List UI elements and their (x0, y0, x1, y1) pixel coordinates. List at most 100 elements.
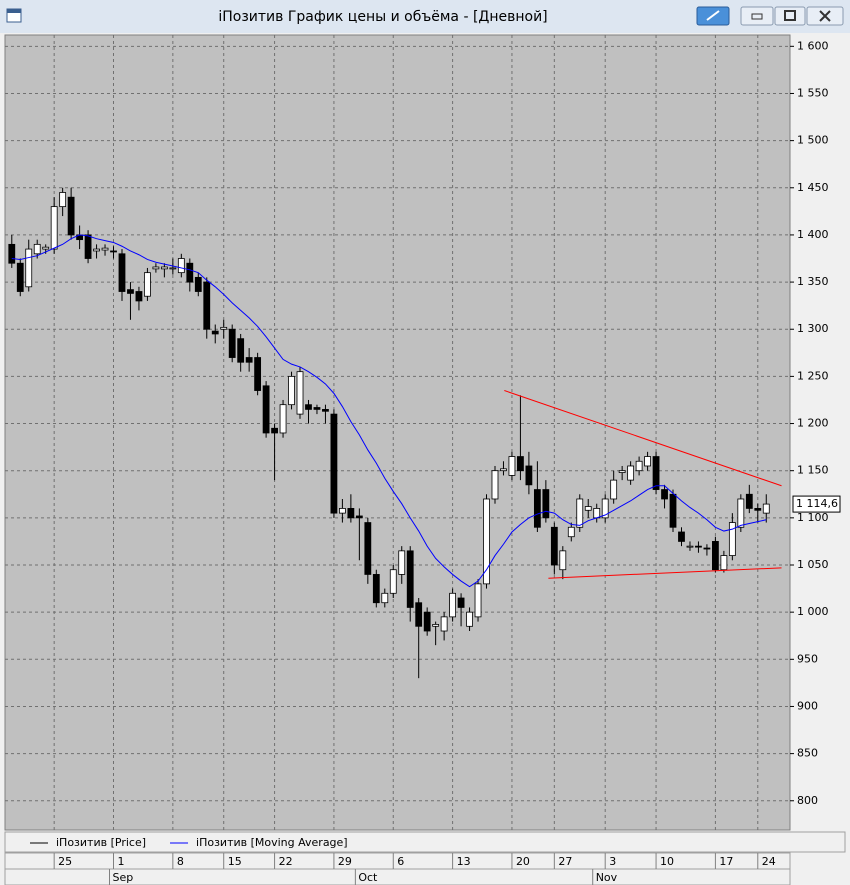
maximize-button[interactable] (774, 6, 806, 26)
candle-body (262, 385, 270, 434)
candle-body (728, 522, 736, 556)
month-label: Nov (596, 871, 618, 884)
candle-body (16, 262, 24, 292)
x-tick-label: 29 (338, 855, 352, 868)
y-tick-label: 1 450 (797, 181, 829, 194)
y-tick-label: 1 550 (797, 86, 829, 99)
candle-body (440, 616, 448, 632)
candle-body (347, 508, 355, 519)
y-tick-label: 1 600 (797, 39, 829, 52)
candle-body (457, 597, 465, 608)
last-price-box (792, 495, 841, 513)
candle-body (711, 541, 719, 571)
minimize-icon (751, 13, 763, 20)
candle-body (8, 243, 16, 264)
month-label: Sep (113, 871, 134, 884)
plot-area (4, 34, 791, 831)
candle-body (381, 592, 389, 604)
candle-body (398, 550, 406, 575)
candle-body (135, 291, 143, 302)
month-label: Oct (358, 871, 378, 884)
candle-body (686, 545, 694, 548)
minimize-button[interactable] (740, 6, 774, 26)
candle-body (203, 281, 211, 330)
candle-body (220, 326, 228, 330)
candle-body (737, 498, 745, 528)
candle-body (720, 555, 728, 571)
candle-body (144, 272, 151, 297)
candle-body (84, 234, 92, 259)
x-tick-label: 1 (118, 855, 125, 868)
candle-body (491, 470, 499, 500)
window-icon-bar (7, 9, 21, 13)
candle-body (449, 592, 457, 618)
y-tick-label: 1 150 (797, 464, 829, 477)
trendline (504, 390, 782, 487)
y-tick-label: 1 350 (797, 275, 829, 288)
candle-body (279, 404, 287, 434)
candle-body (627, 465, 635, 481)
candle-body (186, 262, 194, 283)
legend-label: iПозитив [Moving Average] (196, 836, 348, 849)
candle-body (703, 547, 711, 550)
candle-body (669, 493, 677, 528)
candle-body (93, 248, 100, 252)
candle-body (288, 375, 295, 406)
close-icon (819, 10, 831, 22)
candle-body (415, 602, 423, 627)
y-tick-label: 1 500 (797, 134, 829, 147)
candle-body (160, 266, 168, 270)
x-tick-label: 17 (719, 855, 733, 868)
candle-body (194, 276, 202, 292)
x-tick-label: 6 (397, 855, 404, 868)
moving-average-line (11, 234, 767, 588)
candle-body (517, 456, 524, 472)
x-tick-label: 25 (58, 855, 72, 868)
candle-body (296, 371, 304, 415)
candle-body (762, 503, 770, 514)
candle-body (644, 456, 651, 467)
candle-body (305, 404, 312, 410)
x-tick-label: 24 (762, 855, 776, 868)
maximize-icon (784, 10, 796, 21)
y-tick-label: 900 (797, 699, 818, 712)
x-tick-label: 10 (660, 855, 674, 868)
candle-body (661, 489, 668, 500)
candle-body (593, 508, 601, 519)
candle-body (67, 196, 75, 236)
candle-body (423, 611, 431, 632)
candle-body (177, 258, 185, 274)
candle-body (525, 465, 533, 486)
candle-body (355, 515, 363, 519)
candle-body (50, 206, 58, 250)
candle-body (127, 289, 134, 294)
x-tick-label: 22 (279, 855, 293, 868)
candle-body (432, 624, 440, 627)
y-tick-label: 1 200 (797, 417, 829, 430)
candle-body (118, 253, 126, 292)
candle-body (567, 526, 575, 538)
candle-body (483, 498, 490, 585)
candle-body (254, 357, 262, 391)
candle-body (313, 407, 321, 410)
candle-body (601, 498, 609, 519)
y-tick-label: 850 (797, 747, 818, 760)
candle-body (559, 550, 567, 571)
y-tick-label: 1 300 (797, 322, 829, 335)
candle-body (338, 508, 346, 514)
x-tick-label: 3 (609, 855, 616, 868)
x-tick-label: 20 (516, 855, 530, 868)
y-tick-label: 1 100 (797, 511, 829, 524)
candle-body (550, 526, 558, 566)
x-tick-label: 13 (457, 855, 471, 868)
candle-body (695, 545, 702, 548)
y-tick-label: 1 050 (797, 558, 829, 571)
candle-body (576, 498, 584, 528)
candle-body (542, 489, 550, 519)
candle-body (635, 460, 643, 472)
candle-body (245, 357, 253, 363)
candle-body (508, 456, 516, 476)
candle-body (466, 611, 473, 627)
last-price-label: 1 114,6 (796, 497, 838, 510)
